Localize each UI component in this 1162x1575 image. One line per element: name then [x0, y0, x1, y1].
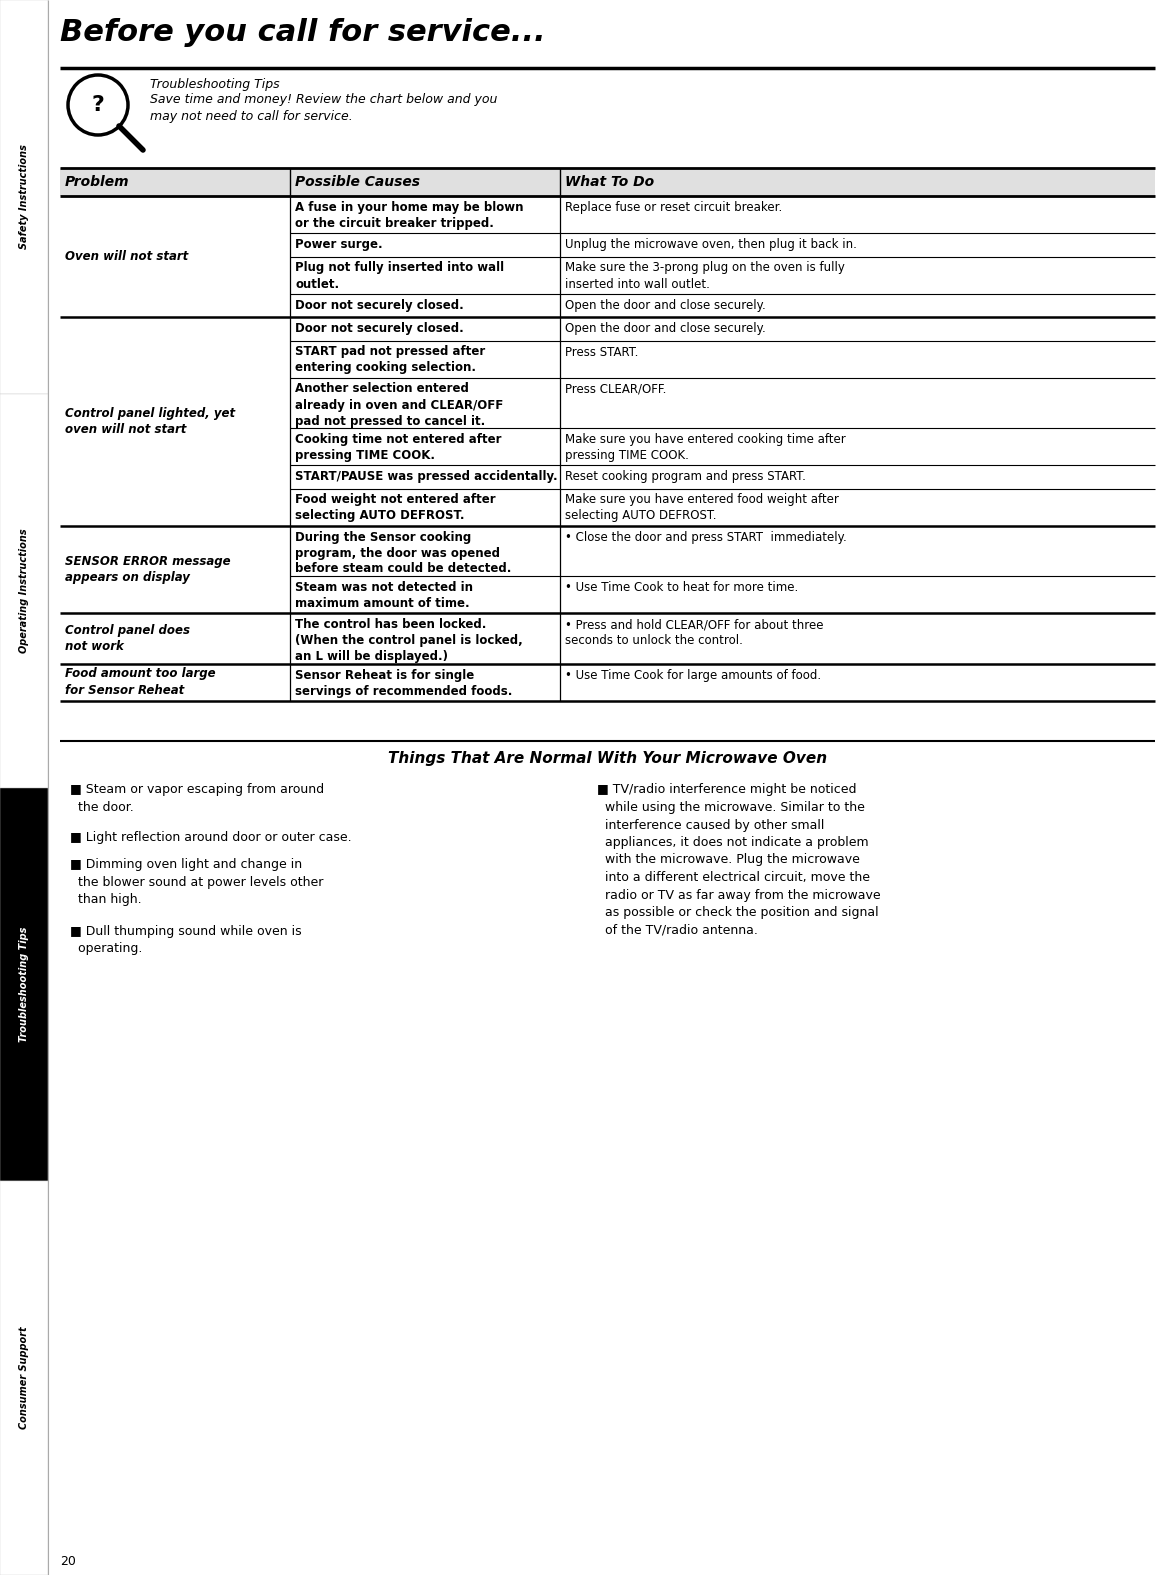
Text: Replace fuse or reset circuit breaker.: Replace fuse or reset circuit breaker.: [565, 202, 782, 214]
Bar: [60, 169, 1155, 195]
Text: ?: ?: [92, 94, 105, 115]
Text: Troubleshooting Tips: Troubleshooting Tips: [19, 926, 29, 1043]
Text: Door not securely closed.: Door not securely closed.: [295, 299, 464, 312]
Text: • Use Time Cook to heat for more time.: • Use Time Cook to heat for more time.: [565, 581, 798, 594]
Text: Oven will not start: Oven will not start: [65, 250, 188, 263]
Text: ■ Dull thumping sound while oven is
  operating.: ■ Dull thumping sound while oven is oper…: [70, 925, 302, 956]
Text: Steam was not detected in
maximum amount of time.: Steam was not detected in maximum amount…: [295, 581, 473, 610]
Text: Problem: Problem: [65, 175, 130, 189]
Text: Plug not fully inserted into wall
outlet.: Plug not fully inserted into wall outlet…: [295, 261, 504, 290]
Text: Reset cooking program and press START.: Reset cooking program and press START.: [565, 469, 806, 484]
Text: The control has been locked.
(When the control panel is locked,
an L will be dis: The control has been locked. (When the c…: [295, 617, 523, 663]
Text: SENSOR ERROR message
appears on display: SENSOR ERROR message appears on display: [65, 554, 230, 584]
Text: Door not securely closed.: Door not securely closed.: [295, 321, 464, 335]
Text: Another selection entered
already in oven and CLEAR/OFF
pad not pressed to cance: Another selection entered already in ove…: [295, 383, 503, 427]
Bar: [0, 0, 48, 394]
Text: Food amount too large
for Sensor Reheat: Food amount too large for Sensor Reheat: [65, 668, 216, 696]
Text: ■ Steam or vapor escaping from around
  the door.: ■ Steam or vapor escaping from around th…: [70, 783, 324, 814]
Text: 20: 20: [60, 1555, 76, 1569]
Text: Possible Causes: Possible Causes: [295, 175, 419, 189]
Text: START pad not pressed after
entering cooking selection.: START pad not pressed after entering coo…: [295, 345, 486, 375]
Text: Unplug the microwave oven, then plug it back in.: Unplug the microwave oven, then plug it …: [565, 238, 856, 250]
Text: Sensor Reheat is for single
servings of recommended foods.: Sensor Reheat is for single servings of …: [295, 668, 512, 698]
Text: • Use Time Cook for large amounts of food.: • Use Time Cook for large amounts of foo…: [565, 668, 822, 682]
Text: Control panel does
not work: Control panel does not work: [65, 624, 191, 652]
Text: Make sure you have entered food weight after
selecting AUTO DEFROST.: Make sure you have entered food weight a…: [565, 493, 839, 523]
Text: • Close the door and press START  immediately.: • Close the door and press START immedia…: [565, 531, 847, 543]
Text: Open the door and close securely.: Open the door and close securely.: [565, 321, 766, 335]
Text: START/PAUSE was pressed accidentally.: START/PAUSE was pressed accidentally.: [295, 469, 558, 484]
Bar: [0, 788, 48, 1181]
Text: Safety Instructions: Safety Instructions: [19, 145, 29, 249]
Text: A fuse in your home may be blown
or the circuit breaker tripped.: A fuse in your home may be blown or the …: [295, 202, 524, 230]
Text: During the Sensor cooking
program, the door was opened
before steam could be det: During the Sensor cooking program, the d…: [295, 531, 511, 575]
Text: Press CLEAR/OFF.: Press CLEAR/OFF.: [565, 383, 666, 395]
Text: Save time and money! Review the chart below and you
may not need to call for ser: Save time and money! Review the chart be…: [150, 93, 497, 123]
Text: Troubleshooting Tips: Troubleshooting Tips: [150, 79, 280, 91]
Text: What To Do: What To Do: [565, 175, 654, 189]
Text: Make sure you have entered cooking time after
pressing TIME COOK.: Make sure you have entered cooking time …: [565, 433, 846, 461]
Text: ■ Light reflection around door or outer case.: ■ Light reflection around door or outer …: [70, 830, 352, 844]
Text: Control panel lighted, yet
oven will not start: Control panel lighted, yet oven will not…: [65, 406, 235, 436]
Text: • Press and hold CLEAR/OFF for about three
seconds to unlock the control.: • Press and hold CLEAR/OFF for about thr…: [565, 617, 824, 647]
Text: Press START.: Press START.: [565, 345, 638, 359]
Text: Things That Are Normal With Your Microwave Oven: Things That Are Normal With Your Microwa…: [388, 751, 827, 765]
Text: Consumer Support: Consumer Support: [19, 1326, 29, 1430]
Text: ■ Dimming oven light and change in
  the blower sound at power levels other
  th: ■ Dimming oven light and change in the b…: [70, 858, 323, 906]
Text: Cooking time not entered after
pressing TIME COOK.: Cooking time not entered after pressing …: [295, 433, 502, 461]
Text: Make sure the 3-prong plug on the oven is fully
inserted into wall outlet.: Make sure the 3-prong plug on the oven i…: [565, 261, 845, 290]
Bar: [0, 394, 48, 788]
Text: Operating Instructions: Operating Instructions: [19, 528, 29, 654]
Text: ■ TV/radio interference might be noticed
  while using the microwave. Similar to: ■ TV/radio interference might be noticed…: [596, 783, 880, 937]
Text: Power surge.: Power surge.: [295, 238, 382, 250]
Text: Before you call for service...: Before you call for service...: [60, 17, 546, 47]
Text: Open the door and close securely.: Open the door and close securely.: [565, 299, 766, 312]
Bar: [0, 1181, 48, 1575]
Text: Food weight not entered after
selecting AUTO DEFROST.: Food weight not entered after selecting …: [295, 493, 496, 523]
